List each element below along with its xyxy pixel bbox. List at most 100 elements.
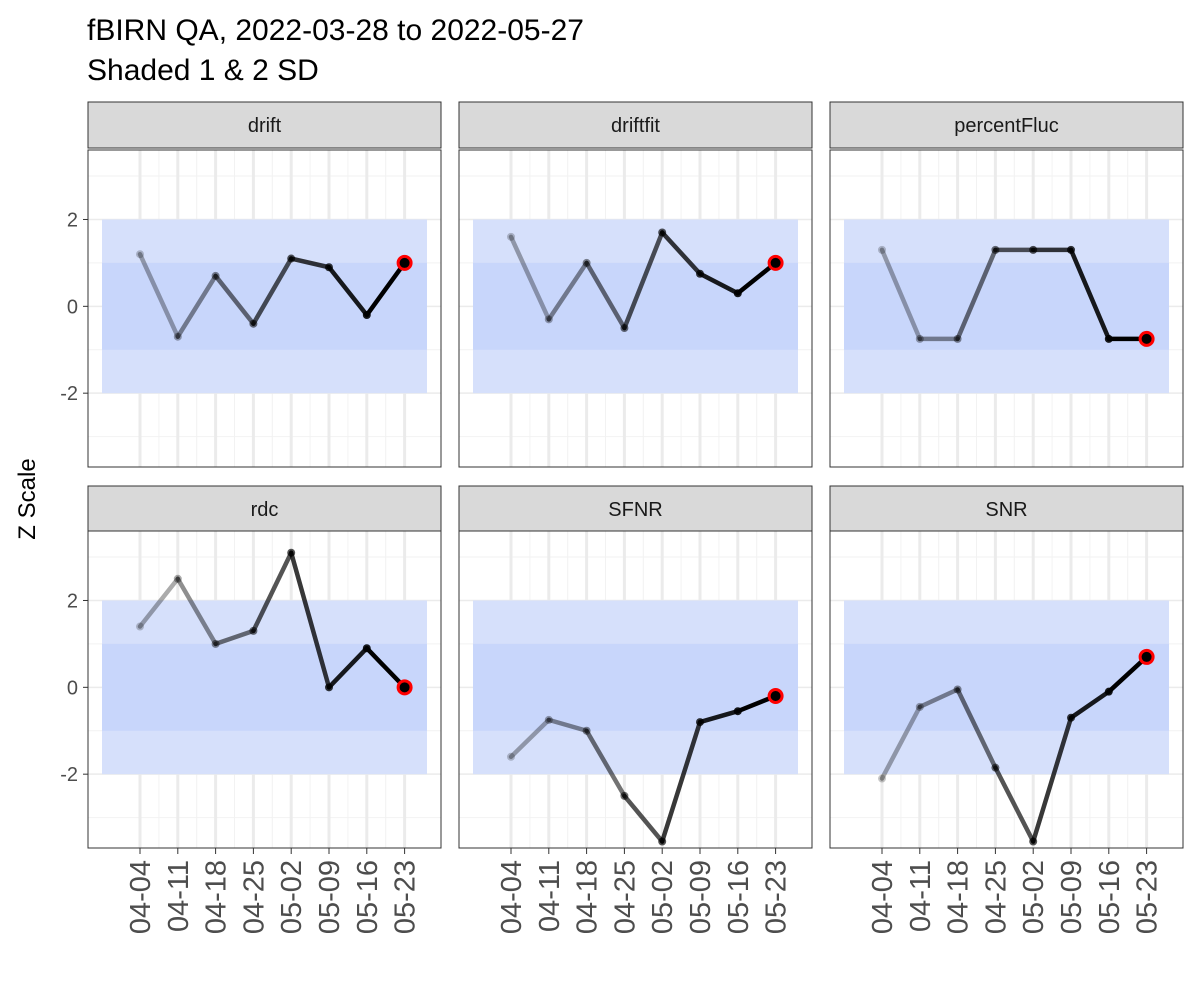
series-line-segment <box>879 704 923 781</box>
series-line-segment <box>584 260 627 331</box>
x-tick-label: 05-23 <box>390 860 422 934</box>
x-tick-label: 05-16 <box>723 860 755 934</box>
series-line-segment <box>955 247 998 342</box>
data-point <box>1067 713 1075 722</box>
data-point <box>249 626 258 635</box>
data-point <box>1141 651 1152 662</box>
facet-panel-driftfit: driftfit <box>458 101 813 468</box>
data-point <box>696 718 704 727</box>
x-tick-label: 05-09 <box>685 860 717 934</box>
x-tick-label: 05-02 <box>276 860 308 934</box>
data-point <box>136 250 144 259</box>
data-point <box>991 245 1000 254</box>
data-point <box>878 245 886 254</box>
data-point <box>399 257 410 268</box>
data-point <box>173 574 182 583</box>
panel-border <box>87 149 442 468</box>
strip-label: drift <box>248 115 282 137</box>
data-point <box>1029 245 1038 254</box>
strip-header <box>458 485 813 533</box>
facet-panels: drift -2 0 2 driftfit percentFluc rdc -2 0 2 04-04… <box>60 101 1184 934</box>
band-1sd <box>473 262 798 350</box>
x-tick-label: 04-18 <box>572 860 604 934</box>
data-point <box>362 311 371 320</box>
data-point <box>915 334 924 343</box>
strip-header <box>87 101 442 149</box>
series-line-segment <box>326 645 370 690</box>
facet-panel-drift: drift -2 0 2 <box>60 101 442 468</box>
data-point <box>620 791 629 800</box>
strip-label: driftfit <box>611 115 660 137</box>
data-point <box>582 726 591 735</box>
data-point <box>658 837 667 846</box>
data-point <box>953 685 962 694</box>
x-tick-label: 04-18 <box>943 860 975 934</box>
x-tick-label: 04-25 <box>609 860 641 934</box>
series-line-segment <box>326 264 370 318</box>
series-line-segment <box>697 271 741 296</box>
y-axis-label: Z Scale <box>14 458 41 539</box>
panel-border <box>458 530 813 849</box>
series-line-segment <box>584 728 627 799</box>
series-line-segment <box>364 260 407 318</box>
data-point <box>211 271 220 280</box>
series-line-segment <box>213 628 256 647</box>
x-tick-label: 04-11 <box>905 860 937 932</box>
x-tick-label: 05-16 <box>352 860 384 934</box>
data-point <box>1029 837 1038 846</box>
chart-title: fBIRN QA, 2022-03-28 to 2022-05-27 <box>87 14 584 47</box>
y-tick-label: 0 <box>67 677 78 699</box>
series-line-segment <box>137 576 181 629</box>
series-line-segment <box>1030 715 1074 844</box>
data-point <box>620 324 629 333</box>
band-1sd <box>844 643 1169 731</box>
series-line-segment <box>735 260 778 296</box>
data-point <box>399 682 410 693</box>
x-tick-label: 05-23 <box>761 860 793 934</box>
band-1sd <box>102 643 427 731</box>
data-point <box>696 269 704 278</box>
data-point <box>770 257 781 268</box>
data-point <box>249 319 258 328</box>
data-point <box>507 752 515 761</box>
series-line-segment <box>1068 247 1112 342</box>
data-point <box>1104 687 1113 696</box>
x-tick-label: 05-02 <box>647 860 679 934</box>
strip-header <box>829 101 1184 149</box>
facet-panel-percentfluc: percentFluc <box>829 101 1184 468</box>
panel-border <box>829 530 1184 849</box>
series-line-segment <box>288 550 332 690</box>
data-point <box>507 232 515 241</box>
x-tick-label: 04-25 <box>980 860 1012 934</box>
data-point <box>953 334 962 343</box>
series-line-segment <box>251 256 294 326</box>
strip-label: rdc <box>251 499 279 521</box>
y-tick-label: 0 <box>67 296 78 318</box>
series-line-segment <box>659 719 703 844</box>
series-line-segment <box>508 234 552 322</box>
series-line-segment <box>175 576 218 647</box>
strip-label: SNR <box>985 499 1027 521</box>
data-point <box>544 315 553 324</box>
band-1sd <box>473 643 798 731</box>
data-point <box>136 622 144 631</box>
y-tick-label: -2 <box>60 764 78 786</box>
data-point <box>325 683 333 692</box>
facet-panel-snr: SNR 04-04 04-11 04-18 04-25 05-02 05-09 05-16 05… <box>829 485 1184 934</box>
data-point <box>733 707 742 716</box>
x-tick-label: 05-09 <box>314 860 346 934</box>
series-line-segment <box>251 550 294 634</box>
x-tick-label: 04-04 <box>125 860 157 934</box>
panel-border <box>458 149 813 468</box>
strip-label: SFNR <box>608 499 662 521</box>
data-point <box>991 763 1000 772</box>
series-line-segment <box>622 230 665 331</box>
y-tick-label: 2 <box>67 590 78 612</box>
series-line-segment <box>659 230 703 277</box>
series-line-segment <box>137 251 181 339</box>
y-tick-label: -2 <box>60 383 78 405</box>
band-1sd <box>844 262 1169 350</box>
series-line-segment <box>955 687 998 770</box>
